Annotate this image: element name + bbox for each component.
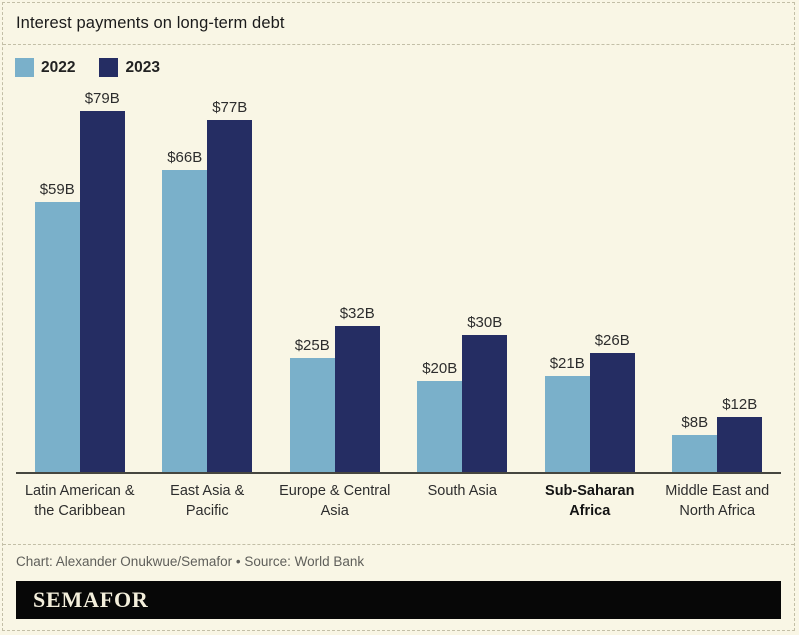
bar-group-0: $59B $79B	[16, 90, 144, 472]
category-label-3: South Asia	[427, 483, 497, 499]
bar-2023-0	[79, 111, 125, 472]
bar-2023-2	[334, 326, 380, 472]
bar-col-2023-4: $26B	[589, 332, 635, 472]
bar-2022-3	[417, 381, 463, 472]
brand-bar: SEMAFOR	[16, 580, 781, 619]
bar-2022-0	[34, 202, 80, 472]
bar-value-label: $21B	[549, 355, 585, 372]
bar-2023-4	[589, 353, 635, 472]
bar-value-label: $8B	[681, 414, 709, 431]
bar-2023-1	[207, 120, 253, 472]
chart-title: Interest payments on long-term debt	[16, 14, 285, 32]
bar-col-2022-0: $59B	[34, 181, 80, 472]
bar-col-2023-5: $12B	[717, 396, 763, 472]
bar-value-label: $26B	[594, 332, 630, 349]
bar-group-4: $21B $26B	[526, 332, 654, 472]
category-label-1: East Asia & Pacific	[170, 483, 245, 520]
category-label-4: Sub-Saharan Africa	[545, 483, 635, 520]
bar-2022-5	[672, 435, 718, 472]
category-label-5: Middle East and North Africa	[665, 483, 770, 520]
bar-col-2022-4: $21B	[544, 355, 590, 472]
bar-value-label: $12B	[722, 396, 758, 413]
bar-col-2023-3: $30B	[462, 314, 508, 472]
bar-value-label: $30B	[467, 314, 503, 331]
bar-2023-5	[717, 417, 763, 472]
title-separator	[3, 44, 794, 45]
bar-col-2022-3: $20B	[417, 360, 463, 472]
semafor-logo: SEMAFOR	[33, 586, 149, 612]
plot-area: $59B $79B $66B $77B $25B $32B $20B $30B $21B $26B…	[16, 77, 781, 474]
title-row: Interest payments on long-term debt	[3, 3, 794, 44]
credit-line: Chart: Alexander Onukwue/Semafor • Sourc…	[16, 553, 365, 569]
bar-value-label: $25B	[294, 337, 330, 354]
legend-label: 2022	[41, 58, 76, 76]
bar-group-3: $20B $30B	[399, 314, 527, 472]
bar-2022-4	[544, 376, 590, 472]
bar-group-5: $8B $12B	[654, 396, 782, 472]
bar-col-2022-1: $66B	[162, 149, 208, 472]
bar-value-label: $59B	[39, 181, 75, 198]
bar-col-2022-2: $25B	[289, 337, 335, 472]
bar-value-label: $79B	[84, 90, 120, 107]
bar-2022-2	[289, 358, 335, 472]
legend-item-2022: 2022	[15, 58, 75, 77]
legend-swatch-2023	[99, 58, 119, 77]
bar-group-1: $66B $77B	[144, 99, 272, 472]
footer-separator	[3, 543, 794, 545]
bar-value-label: $66B	[167, 149, 203, 166]
bar-value-label: $32B	[339, 305, 375, 322]
category-label-0: Latin American & the Caribbean	[24, 483, 135, 520]
bar-col-2023-0: $79B	[79, 90, 125, 472]
category-label-2: Europe & Central Asia	[279, 483, 391, 520]
legend-item-2023: 2023	[99, 58, 160, 77]
bar-value-label: $20B	[422, 360, 458, 377]
bar-value-label: $77B	[212, 99, 248, 116]
legend-label: 2023	[125, 58, 160, 76]
bar-col-2023-1: $77B	[207, 99, 253, 472]
legend-swatch-2022	[15, 58, 34, 77]
bar-2023-3	[462, 335, 508, 472]
bar-2022-1	[162, 170, 208, 472]
bar-col-2023-2: $32B	[334, 305, 380, 472]
category-axis: Latin American & the Caribbean East Asia …	[16, 481, 781, 522]
bar-col-2022-5: $8B	[672, 414, 718, 472]
legend: 2022 2023	[15, 58, 794, 77]
bar-group-2: $25B $32B	[271, 305, 399, 472]
